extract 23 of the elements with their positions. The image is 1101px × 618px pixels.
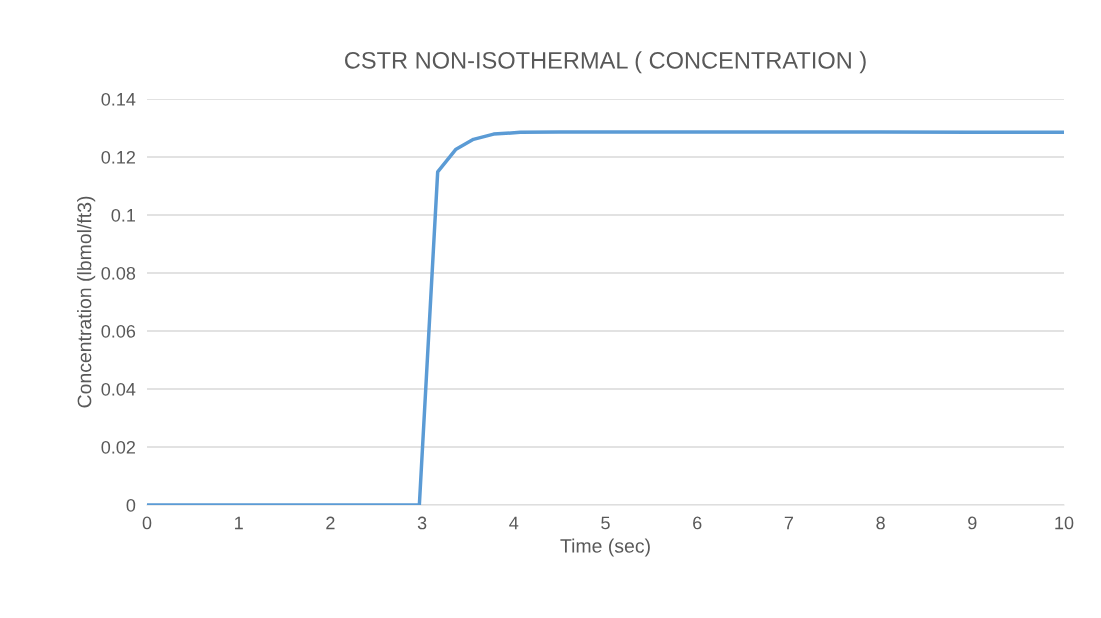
y-tick-label: 0.1	[111, 208, 136, 222]
y-tick-label: 0.04	[101, 382, 136, 396]
y-tick-label: 0.12	[101, 150, 135, 164]
y-tick-label: 0.06	[101, 324, 136, 338]
x-tick-label: 4	[509, 516, 519, 530]
x-tick-label: 9	[968, 516, 977, 530]
y-tick-label: 0.02	[101, 440, 135, 454]
y-tick-label: 0.08	[101, 266, 136, 280]
line-series	[147, 130, 1064, 505]
chart-title: CSTR NON-ISOTHERMAL ( CONCENTRATION )	[345, 51, 866, 74]
x-tick-label: 10	[1055, 516, 1074, 530]
x-tick-label: 3	[417, 516, 427, 530]
x-tick-label: 5	[601, 516, 610, 530]
y-tick-label: 0.14	[101, 92, 136, 106]
y-axis-title: Concentration (lbmol/ft3)	[77, 196, 96, 408]
x-tick-label: 1	[235, 516, 243, 530]
x-tick-label: 2	[326, 516, 335, 530]
x-tick-label: 6	[693, 516, 702, 530]
y-tick-label: 0	[126, 498, 136, 512]
x-tick-label: 8	[876, 516, 885, 530]
x-axis-title: Time (sec)	[560, 538, 650, 557]
x-tick-label: 7	[784, 516, 794, 530]
x-tick-label: 0	[142, 516, 152, 530]
